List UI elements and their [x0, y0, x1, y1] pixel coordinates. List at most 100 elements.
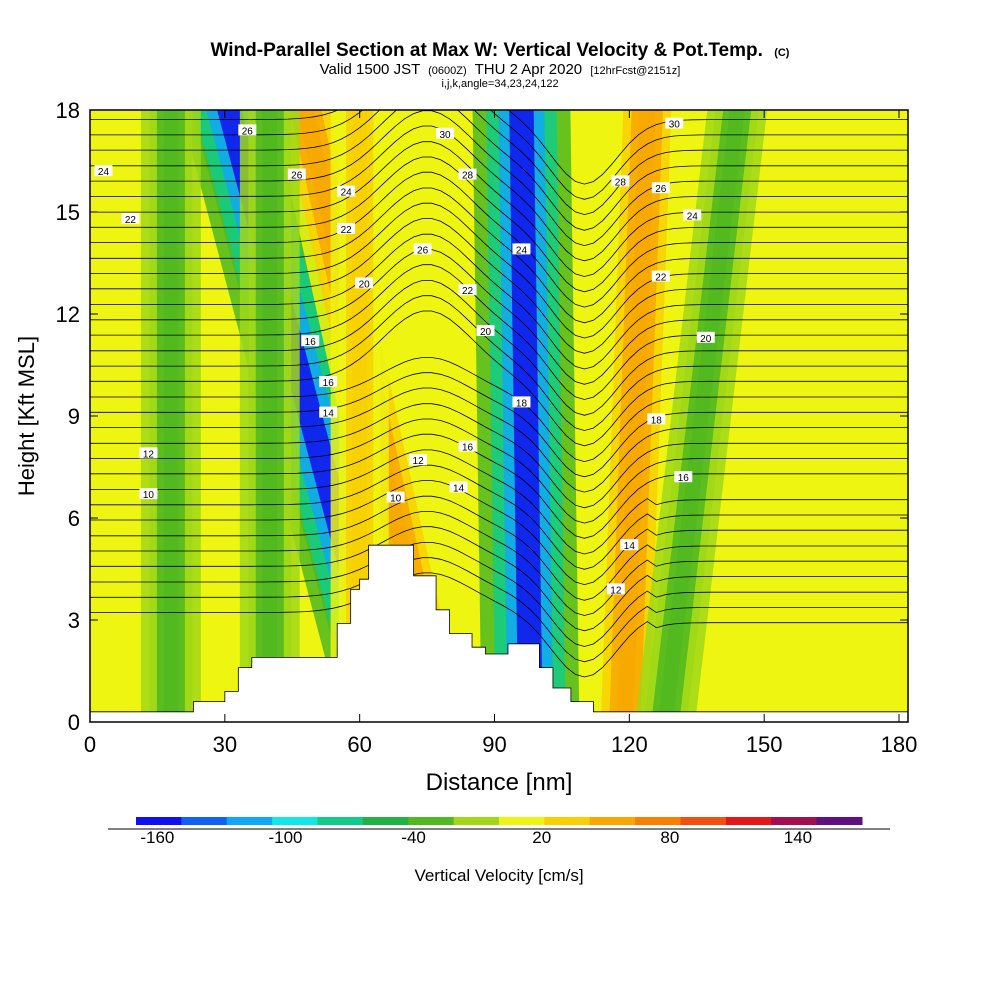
contour-label: 26: [287, 168, 306, 182]
contour-label-text: 12: [413, 456, 425, 467]
x-tick-label: 180: [881, 732, 918, 757]
contour-label: 16: [458, 440, 477, 454]
colorbar-segment: [635, 817, 681, 825]
theta-contour: [90, 249, 908, 385]
theta-contour: [90, 295, 908, 431]
contour-label-text: 24: [341, 188, 353, 199]
y-axis-label: Height [Kft MSL]: [14, 336, 39, 496]
contour-label-text: 14: [323, 409, 335, 420]
x-tick-label: 0: [84, 732, 96, 757]
contour-label: 24: [94, 165, 113, 178]
colorbar-segment: [589, 817, 636, 825]
contour-label-bg: [121, 212, 140, 224]
theta-contour: [90, 110, 908, 185]
contour-label-text: 22: [462, 286, 474, 297]
y-tick-label: 3: [68, 608, 80, 633]
contour-label: 18: [512, 396, 531, 409]
contour-label-text: 24: [687, 211, 699, 222]
y-tick-label: 6: [68, 506, 80, 531]
contour-label: 20: [355, 277, 374, 290]
colorbar-segment: [680, 817, 727, 825]
contour-label: 30: [436, 127, 455, 141]
contour-label: 20: [696, 331, 715, 345]
theta-contour: [90, 110, 908, 216]
contour-labels: 10 12 14 16 16 18 18 16 14 12 10 12 14 16 20 20 20 22 22 22…: [94, 117, 715, 596]
theta-contour: [90, 187, 908, 324]
colorbar: -160 -100 -40 20 80 140: [108, 817, 890, 847]
colorbar-tick-label: -40: [401, 828, 426, 847]
contour-label: 22: [458, 284, 477, 297]
contour-label-bg: [674, 471, 693, 483]
contour-label-bg: [386, 491, 405, 503]
theta-contour: [90, 387, 908, 493]
theta-contour: [90, 310, 908, 447]
colorbar-segment: [362, 817, 409, 825]
colorbar-tick-label: -160: [140, 828, 174, 847]
contour-label: 10: [386, 491, 405, 505]
colorbar-segment: [816, 817, 863, 825]
colorbar-tick-label: 140: [784, 828, 812, 847]
contour-label-text: 26: [242, 126, 254, 137]
contour-label-text: 20: [359, 279, 371, 290]
contour-label: 24: [683, 209, 702, 222]
contour-label: 24: [337, 185, 356, 199]
y-tick-label: 18: [56, 98, 80, 123]
chart-subtitle: Valid 1500 JST (0600Z) THU 2 Apr 2020 [1…: [320, 61, 681, 78]
vertical-velocity-bands: [140, 110, 768, 722]
contour-label-text: 26: [655, 184, 667, 195]
contour-label-bg: [512, 396, 531, 408]
theta-contour: [90, 464, 908, 570]
contour-label-text: 30: [669, 120, 681, 131]
contour-label-bg: [611, 175, 630, 187]
theta-contour: [90, 156, 908, 293]
contour-label-text: 26: [291, 171, 303, 182]
contour-label-text: 20: [700, 334, 712, 345]
potential-temperature-contours: [90, 110, 908, 678]
contour-label: 12: [139, 447, 158, 460]
theta-contour: [90, 480, 908, 586]
contour-label: 28: [458, 168, 477, 182]
y-tick-label: 12: [56, 302, 80, 327]
x-axis-label: Distance [nm]: [426, 769, 573, 796]
contour-label-bg: [139, 447, 158, 459]
colorbar-segment: [272, 817, 318, 825]
contour-label-text: 18: [651, 415, 663, 426]
contour-label: 22: [651, 270, 670, 284]
contour-label: 14: [319, 406, 338, 420]
x-axis: 0 30 60 90 120 150 180: [84, 110, 917, 757]
contour-label-bg: [139, 488, 158, 500]
velocity-band: [163, 110, 179, 722]
contour-label-bg: [337, 185, 356, 197]
theta-contour: [90, 433, 908, 539]
theta-contour: [90, 110, 908, 231]
contour-label-bg: [458, 440, 477, 452]
contour-label-bg: [696, 331, 715, 343]
contour-label-text: 10: [390, 494, 402, 505]
theta-contour: [90, 141, 908, 277]
contour-label-bg: [287, 168, 306, 180]
colorbar-segment: [499, 817, 545, 825]
x-tick-label: 150: [746, 732, 783, 757]
contour-label: 22: [337, 223, 356, 236]
contour-label-text: 16: [678, 473, 690, 484]
colorbar-segment: [181, 817, 228, 825]
contour-label: 30: [665, 117, 684, 131]
contour-label-bg: [512, 243, 531, 255]
contour-label-bg: [449, 481, 468, 493]
theta-contour: [90, 372, 908, 478]
contour-label-text: 12: [143, 449, 155, 460]
contour-label-text: 10: [143, 490, 155, 501]
contour-label-bg: [409, 454, 428, 466]
theta-contour: [90, 542, 908, 647]
contour-label: 28: [611, 175, 630, 188]
terrain-profile: [90, 544, 908, 722]
contour-label-bg: [606, 583, 625, 595]
contour-label-bg: [337, 223, 356, 234]
contour-label-text: 18: [516, 398, 528, 409]
contour-label: 14: [620, 539, 639, 552]
contour-label-text: 22: [341, 225, 353, 236]
colorbar-segment: [771, 817, 818, 825]
velocity-band: [657, 110, 745, 722]
contour-label-bg: [436, 127, 455, 139]
